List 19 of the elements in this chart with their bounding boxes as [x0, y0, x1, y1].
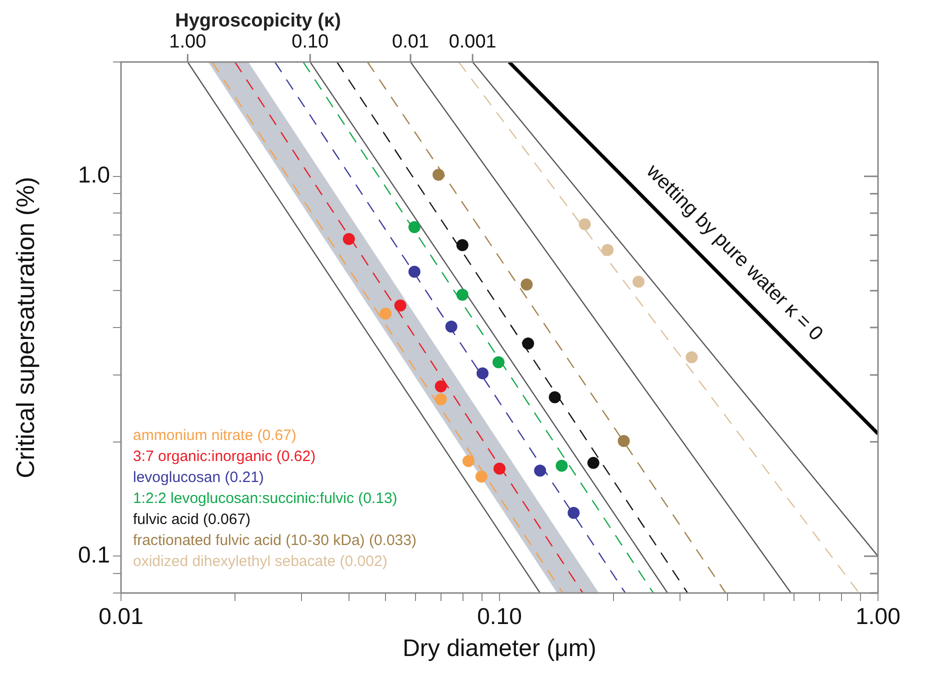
y-tick-label: 0.1: [78, 542, 110, 568]
annotation: 0.01: [392, 32, 430, 53]
text: fractionated fulvic acid (10-30 kDa) (0.033): [133, 532, 416, 550]
text: 1:2:2 levoglucosan:succinic:fulvic (0.13): [133, 490, 398, 508]
y-axis-title: Critical supersaturation (%): [12, 176, 40, 478]
text: levoglucosan (0.21): [133, 469, 264, 486]
x-axis-title: Dry diameter (μm): [402, 635, 596, 662]
x2-axis-title: Hygroscopicity (κ): [175, 10, 341, 32]
x-tick-label: 1.00: [856, 603, 900, 630]
y-tick-label: 1.0: [78, 162, 110, 188]
annotation: 0.001: [448, 32, 496, 53]
text: ammonium nitrate (0.67): [133, 427, 296, 444]
x-tick-label: 0.01: [98, 603, 144, 630]
annotation: 1.00: [169, 32, 206, 53]
text: 3:7 organic:inorganic (0.62): [133, 448, 316, 466]
x-tick-label: 0.10: [477, 603, 522, 630]
annotation: 0.10: [292, 32, 329, 53]
text: oxidized dihexylethyl sebacate (0.002): [133, 553, 388, 570]
text: fulvic acid (0.067): [133, 511, 251, 528]
